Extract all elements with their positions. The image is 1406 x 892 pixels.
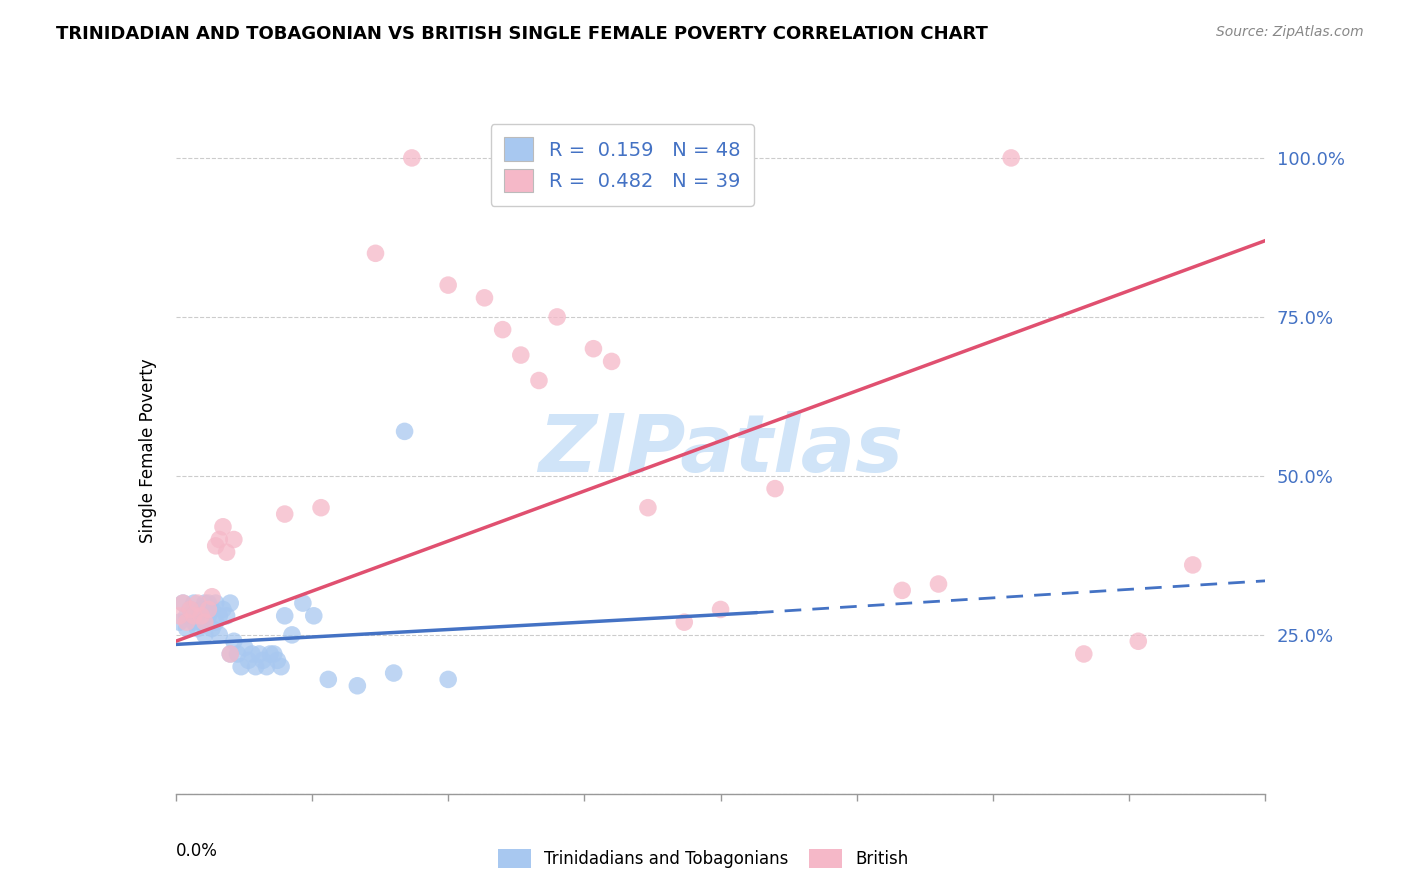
- Point: [274, 507, 297, 521]
- Point: [197, 608, 219, 623]
- Point: [1000, 151, 1022, 165]
- Point: [763, 482, 786, 496]
- Point: [546, 310, 568, 324]
- Point: [194, 615, 217, 630]
- Point: [437, 278, 460, 293]
- Point: [600, 354, 623, 368]
- Point: [219, 596, 242, 610]
- Point: [215, 545, 238, 559]
- Point: [179, 602, 201, 616]
- Text: Source: ZipAtlas.com: Source: ZipAtlas.com: [1216, 25, 1364, 39]
- Point: [891, 583, 914, 598]
- Point: [238, 653, 260, 667]
- Point: [364, 246, 387, 260]
- Point: [1073, 647, 1095, 661]
- Point: [212, 520, 235, 534]
- Legend: Trinidadians and Tobagonians, British: Trinidadians and Tobagonians, British: [491, 842, 915, 875]
- Y-axis label: Single Female Poverty: Single Female Poverty: [139, 359, 157, 542]
- Point: [183, 608, 205, 623]
- Point: [194, 596, 217, 610]
- Point: [274, 608, 297, 623]
- Point: [637, 500, 659, 515]
- Point: [527, 374, 550, 388]
- Point: [219, 647, 242, 661]
- Point: [201, 590, 224, 604]
- Point: [1128, 634, 1150, 648]
- Point: [382, 666, 405, 681]
- Point: [252, 653, 274, 667]
- Point: [318, 673, 340, 687]
- Point: [186, 622, 209, 636]
- Point: [266, 653, 288, 667]
- Point: [176, 622, 198, 636]
- Point: [212, 602, 235, 616]
- Point: [169, 615, 191, 630]
- Point: [169, 608, 191, 623]
- Point: [247, 647, 270, 661]
- Point: [179, 602, 201, 616]
- Point: [240, 647, 263, 661]
- Point: [215, 608, 238, 623]
- Point: [346, 679, 368, 693]
- Point: [437, 673, 460, 687]
- Text: TRINIDADIAN AND TOBAGONIAN VS BRITISH SINGLE FEMALE POVERTY CORRELATION CHART: TRINIDADIAN AND TOBAGONIAN VS BRITISH SI…: [56, 25, 988, 43]
- Point: [233, 640, 256, 655]
- Point: [208, 608, 231, 623]
- Point: [172, 596, 194, 610]
- Point: [928, 577, 950, 591]
- Legend: R =  0.159   N = 48, R =  0.482   N = 39: R = 0.159 N = 48, R = 0.482 N = 39: [491, 124, 754, 206]
- Point: [259, 647, 281, 661]
- Point: [190, 615, 212, 630]
- Point: [222, 634, 245, 648]
- Point: [219, 647, 242, 661]
- Point: [226, 647, 249, 661]
- Point: [197, 602, 219, 616]
- Point: [183, 615, 205, 630]
- Point: [183, 596, 205, 610]
- Point: [204, 539, 226, 553]
- Point: [492, 323, 515, 337]
- Point: [204, 596, 226, 610]
- Point: [474, 291, 496, 305]
- Point: [176, 615, 198, 630]
- Point: [309, 500, 332, 515]
- Point: [186, 596, 209, 610]
- Point: [710, 602, 733, 616]
- Point: [256, 659, 278, 673]
- Point: [509, 348, 531, 362]
- Point: [263, 647, 285, 661]
- Point: [176, 608, 198, 623]
- Point: [401, 151, 423, 165]
- Point: [190, 602, 212, 616]
- Text: 0.0%: 0.0%: [176, 842, 218, 860]
- Point: [204, 615, 226, 630]
- Point: [194, 628, 217, 642]
- Point: [291, 596, 314, 610]
- Point: [245, 659, 267, 673]
- Text: ZIPatlas: ZIPatlas: [538, 411, 903, 490]
- Point: [222, 533, 245, 547]
- Point: [201, 602, 224, 616]
- Point: [270, 659, 292, 673]
- Point: [564, 151, 586, 165]
- Point: [394, 425, 416, 439]
- Point: [673, 615, 696, 630]
- Point: [208, 628, 231, 642]
- Point: [281, 628, 304, 642]
- Point: [201, 622, 224, 636]
- Point: [302, 608, 325, 623]
- Point: [231, 659, 253, 673]
- Point: [208, 533, 231, 547]
- Point: [172, 596, 194, 610]
- Point: [1181, 558, 1204, 572]
- Point: [186, 608, 209, 623]
- Point: [190, 608, 212, 623]
- Point: [582, 342, 605, 356]
- Point: [197, 596, 219, 610]
